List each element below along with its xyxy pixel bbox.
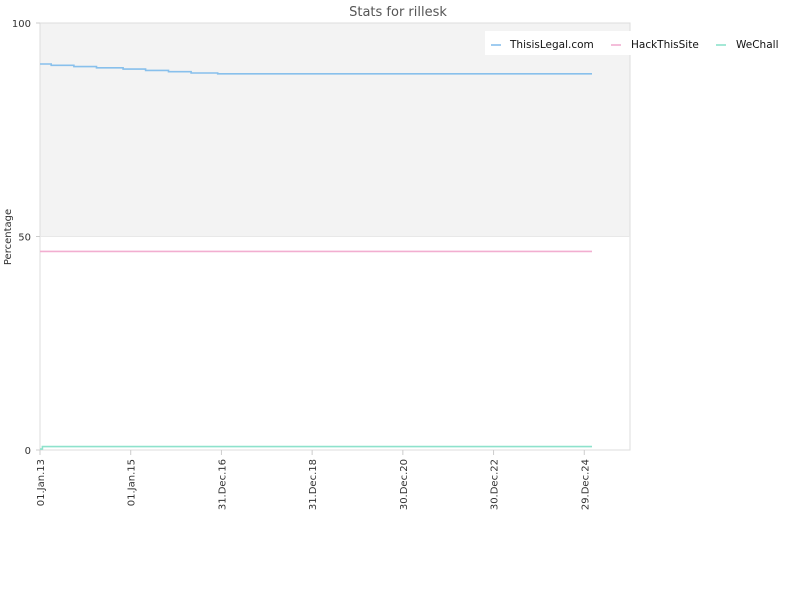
x-tick-label-5: 30.Dec.22 [490,459,501,510]
y-axis-label: Percentage [3,209,14,265]
x-tick-label-6: 29.Dec.24 [580,459,591,510]
x-tick-label-2: 31.Dec.16 [217,459,228,510]
x-tick-label-4: 30.Dec.20 [399,459,410,510]
series-line-2 [40,445,592,450]
series-lines [40,63,592,450]
background-bands [40,23,630,237]
legend: ThisisLegal.com HackThisSite WeChall [485,31,785,55]
x-tick-label-3: 31.Dec.18 [308,459,319,510]
legend-label-0: ThisisLegal.com [509,39,594,51]
y-axis-ticks: 0 50 100 [12,19,40,457]
y-tick-label-2: 100 [12,19,31,30]
y-tick-label-0: 0 [25,446,31,457]
legend-label-2: WeChall [736,39,778,51]
series-line-0 [40,63,592,75]
x-tick-label-0: 01.Jan.13 [36,459,47,506]
x-tick-label-1: 01.Jan.15 [127,459,138,506]
legend-label-1: HackThisSite [631,39,699,51]
band-0 [40,23,630,237]
legend-background [485,31,785,55]
y-tick-label-1: 50 [18,233,31,244]
x-axis-ticks: 01.Jan.13 01.Jan.15 31.Dec.16 31.Dec.18 30.D… [36,450,591,510]
chart-title: Stats for rillesk [349,5,447,20]
